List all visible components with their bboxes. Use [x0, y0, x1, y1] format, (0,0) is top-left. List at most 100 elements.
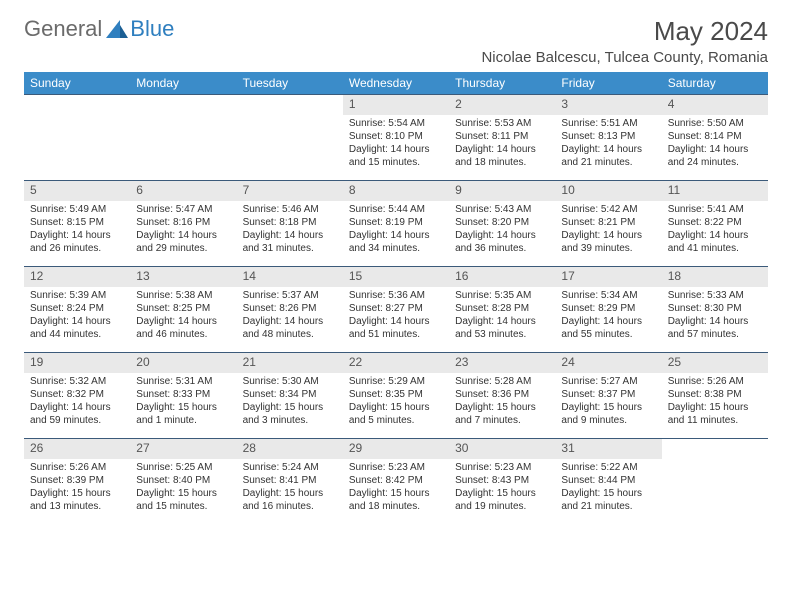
sunrise-text: Sunrise: 5:35 AM — [455, 289, 549, 302]
sunrise-text: Sunrise: 5:42 AM — [561, 203, 655, 216]
sunrise-text: Sunrise: 5:33 AM — [668, 289, 762, 302]
day-body: Sunrise: 5:54 AMSunset: 8:10 PMDaylight:… — [343, 115, 449, 173]
weekday-header: Saturday — [662, 72, 768, 95]
calendar-week-row: 19Sunrise: 5:32 AMSunset: 8:32 PMDayligh… — [24, 353, 768, 439]
day-number: 8 — [343, 181, 449, 201]
daylight-text: Daylight: 15 hours and 18 minutes. — [349, 487, 443, 513]
sunrise-text: Sunrise: 5:31 AM — [136, 375, 230, 388]
daylight-text: Daylight: 14 hours and 18 minutes. — [455, 143, 549, 169]
calendar-day-cell: 15Sunrise: 5:36 AMSunset: 8:27 PMDayligh… — [343, 267, 449, 353]
sunrise-text: Sunrise: 5:36 AM — [349, 289, 443, 302]
daylight-text: Daylight: 15 hours and 11 minutes. — [668, 401, 762, 427]
day-body: Sunrise: 5:47 AMSunset: 8:16 PMDaylight:… — [130, 201, 236, 259]
calendar-day-cell: 4Sunrise: 5:50 AMSunset: 8:14 PMDaylight… — [662, 95, 768, 181]
daylight-text: Daylight: 14 hours and 41 minutes. — [668, 229, 762, 255]
sunset-text: Sunset: 8:24 PM — [30, 302, 124, 315]
calendar-day-cell: 26Sunrise: 5:26 AMSunset: 8:39 PMDayligh… — [24, 439, 130, 525]
day-number: 16 — [449, 267, 555, 287]
sunset-text: Sunset: 8:11 PM — [455, 130, 549, 143]
sunset-text: Sunset: 8:25 PM — [136, 302, 230, 315]
sunrise-text: Sunrise: 5:23 AM — [349, 461, 443, 474]
calendar-day-cell: 1Sunrise: 5:54 AMSunset: 8:10 PMDaylight… — [343, 95, 449, 181]
calendar-day-cell: 23Sunrise: 5:28 AMSunset: 8:36 PMDayligh… — [449, 353, 555, 439]
daylight-text: Daylight: 14 hours and 39 minutes. — [561, 229, 655, 255]
day-body: Sunrise: 5:23 AMSunset: 8:42 PMDaylight:… — [343, 459, 449, 517]
calendar-day-cell: 16Sunrise: 5:35 AMSunset: 8:28 PMDayligh… — [449, 267, 555, 353]
sunrise-text: Sunrise: 5:49 AM — [30, 203, 124, 216]
day-number: 3 — [555, 95, 661, 115]
daylight-text: Daylight: 14 hours and 51 minutes. — [349, 315, 443, 341]
calendar-day-cell: 10Sunrise: 5:42 AMSunset: 8:21 PMDayligh… — [555, 181, 661, 267]
day-body: Sunrise: 5:29 AMSunset: 8:35 PMDaylight:… — [343, 373, 449, 431]
sunrise-text: Sunrise: 5:37 AM — [243, 289, 337, 302]
calendar-page: General Blue May 2024 Nicolae Balcescu, … — [0, 0, 792, 541]
daylight-text: Daylight: 14 hours and 48 minutes. — [243, 315, 337, 341]
calendar-day-cell: 11Sunrise: 5:41 AMSunset: 8:22 PMDayligh… — [662, 181, 768, 267]
calendar-day-cell: 27Sunrise: 5:25 AMSunset: 8:40 PMDayligh… — [130, 439, 236, 525]
daylight-text: Daylight: 15 hours and 1 minute. — [136, 401, 230, 427]
day-number: 26 — [24, 439, 130, 459]
weekday-header: Tuesday — [237, 72, 343, 95]
calendar-week-row: 1Sunrise: 5:54 AMSunset: 8:10 PMDaylight… — [24, 95, 768, 181]
day-body: Sunrise: 5:27 AMSunset: 8:37 PMDaylight:… — [555, 373, 661, 431]
day-number: 21 — [237, 353, 343, 373]
calendar-day-cell — [237, 95, 343, 181]
day-number: 9 — [449, 181, 555, 201]
sunset-text: Sunset: 8:35 PM — [349, 388, 443, 401]
day-number: 28 — [237, 439, 343, 459]
calendar-day-cell: 14Sunrise: 5:37 AMSunset: 8:26 PMDayligh… — [237, 267, 343, 353]
sunset-text: Sunset: 8:41 PM — [243, 474, 337, 487]
day-body: Sunrise: 5:41 AMSunset: 8:22 PMDaylight:… — [662, 201, 768, 259]
daylight-text: Daylight: 14 hours and 26 minutes. — [30, 229, 124, 255]
sunrise-text: Sunrise: 5:44 AM — [349, 203, 443, 216]
calendar-day-cell: 7Sunrise: 5:46 AMSunset: 8:18 PMDaylight… — [237, 181, 343, 267]
day-body: Sunrise: 5:26 AMSunset: 8:39 PMDaylight:… — [24, 459, 130, 517]
day-body: Sunrise: 5:49 AMSunset: 8:15 PMDaylight:… — [24, 201, 130, 259]
calendar-day-cell: 31Sunrise: 5:22 AMSunset: 8:44 PMDayligh… — [555, 439, 661, 525]
day-body: Sunrise: 5:50 AMSunset: 8:14 PMDaylight:… — [662, 115, 768, 173]
weekday-header: Sunday — [24, 72, 130, 95]
logo-text-2: Blue — [130, 16, 174, 42]
sunset-text: Sunset: 8:33 PM — [136, 388, 230, 401]
sunrise-text: Sunrise: 5:34 AM — [561, 289, 655, 302]
day-body: Sunrise: 5:28 AMSunset: 8:36 PMDaylight:… — [449, 373, 555, 431]
calendar-day-cell — [130, 95, 236, 181]
sunset-text: Sunset: 8:30 PM — [668, 302, 762, 315]
calendar-day-cell: 8Sunrise: 5:44 AMSunset: 8:19 PMDaylight… — [343, 181, 449, 267]
day-number: 15 — [343, 267, 449, 287]
weekday-header: Thursday — [449, 72, 555, 95]
day-body: Sunrise: 5:23 AMSunset: 8:43 PMDaylight:… — [449, 459, 555, 517]
daylight-text: Daylight: 14 hours and 55 minutes. — [561, 315, 655, 341]
sunrise-text: Sunrise: 5:28 AM — [455, 375, 549, 388]
logo-text-1: General — [24, 16, 102, 42]
sunrise-text: Sunrise: 5:41 AM — [668, 203, 762, 216]
day-number: 23 — [449, 353, 555, 373]
calendar-day-cell: 9Sunrise: 5:43 AMSunset: 8:20 PMDaylight… — [449, 181, 555, 267]
weekday-header: Wednesday — [343, 72, 449, 95]
day-body: Sunrise: 5:31 AMSunset: 8:33 PMDaylight:… — [130, 373, 236, 431]
sunrise-text: Sunrise: 5:47 AM — [136, 203, 230, 216]
calendar-day-cell: 3Sunrise: 5:51 AMSunset: 8:13 PMDaylight… — [555, 95, 661, 181]
day-body: Sunrise: 5:38 AMSunset: 8:25 PMDaylight:… — [130, 287, 236, 345]
calendar-day-cell: 22Sunrise: 5:29 AMSunset: 8:35 PMDayligh… — [343, 353, 449, 439]
day-body: Sunrise: 5:34 AMSunset: 8:29 PMDaylight:… — [555, 287, 661, 345]
title-block: May 2024 Nicolae Balcescu, Tulcea County… — [481, 16, 768, 66]
sunrise-text: Sunrise: 5:23 AM — [455, 461, 549, 474]
day-number: 19 — [24, 353, 130, 373]
sunrise-text: Sunrise: 5:25 AM — [136, 461, 230, 474]
weekday-header-row: SundayMondayTuesdayWednesdayThursdayFrid… — [24, 72, 768, 95]
calendar-week-row: 5Sunrise: 5:49 AMSunset: 8:15 PMDaylight… — [24, 181, 768, 267]
daylight-text: Daylight: 14 hours and 53 minutes. — [455, 315, 549, 341]
calendar-day-cell: 24Sunrise: 5:27 AMSunset: 8:37 PMDayligh… — [555, 353, 661, 439]
calendar-week-row: 12Sunrise: 5:39 AMSunset: 8:24 PMDayligh… — [24, 267, 768, 353]
header: General Blue May 2024 Nicolae Balcescu, … — [24, 16, 768, 66]
daylight-text: Daylight: 15 hours and 3 minutes. — [243, 401, 337, 427]
day-body: Sunrise: 5:37 AMSunset: 8:26 PMDaylight:… — [237, 287, 343, 345]
logo: General Blue — [24, 16, 174, 42]
calendar-day-cell: 28Sunrise: 5:24 AMSunset: 8:41 PMDayligh… — [237, 439, 343, 525]
daylight-text: Daylight: 14 hours and 59 minutes. — [30, 401, 124, 427]
sunset-text: Sunset: 8:22 PM — [668, 216, 762, 229]
day-body: Sunrise: 5:36 AMSunset: 8:27 PMDaylight:… — [343, 287, 449, 345]
calendar-day-cell: 13Sunrise: 5:38 AMSunset: 8:25 PMDayligh… — [130, 267, 236, 353]
day-number: 1 — [343, 95, 449, 115]
